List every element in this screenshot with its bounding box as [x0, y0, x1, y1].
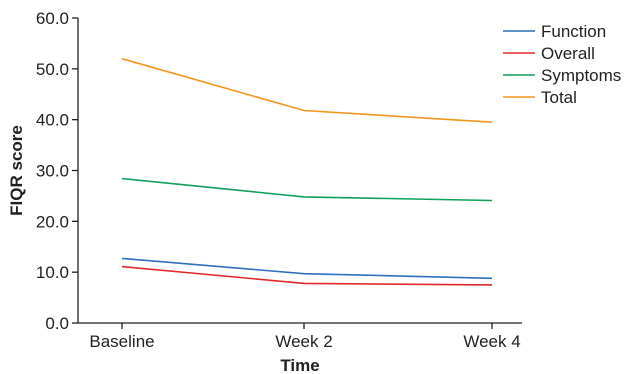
y-tick-label: 0.0 — [45, 314, 69, 333]
legend-label-symptoms: Symptoms — [541, 66, 621, 85]
x-tick-label: Week 2 — [275, 332, 332, 351]
y-tick-label: 10.0 — [36, 263, 69, 282]
series-line-overall — [121, 265, 493, 286]
legend-label-total: Total — [541, 88, 577, 107]
series-line-total — [121, 57, 493, 123]
legend: Function Overall Symptoms Total — [503, 22, 621, 107]
legend-label-overall: Overall — [541, 44, 595, 63]
y-tick-label: 20.0 — [36, 212, 69, 231]
series-line-function — [121, 257, 493, 280]
series-line-symptoms — [121, 177, 493, 202]
y-axis-title: FIQR score — [7, 125, 26, 216]
y-tick-label: 60.0 — [36, 9, 69, 28]
x-tick-label: Baseline — [89, 332, 154, 351]
series-lines — [121, 57, 493, 286]
y-tick-label: 40.0 — [36, 111, 69, 130]
y-tick-label: 30.0 — [36, 162, 69, 181]
x-tick-label: Week 4 — [463, 332, 520, 351]
x-axis-title: Time — [280, 356, 319, 374]
x-ticks: Baseline Week 2 Week 4 — [89, 323, 521, 351]
legend-label-function: Function — [541, 22, 606, 41]
y-tick-label: 50.0 — [36, 60, 69, 79]
y-ticks: 0.0 10.0 20.0 30.0 40.0 50.0 60.0 — [36, 9, 78, 333]
